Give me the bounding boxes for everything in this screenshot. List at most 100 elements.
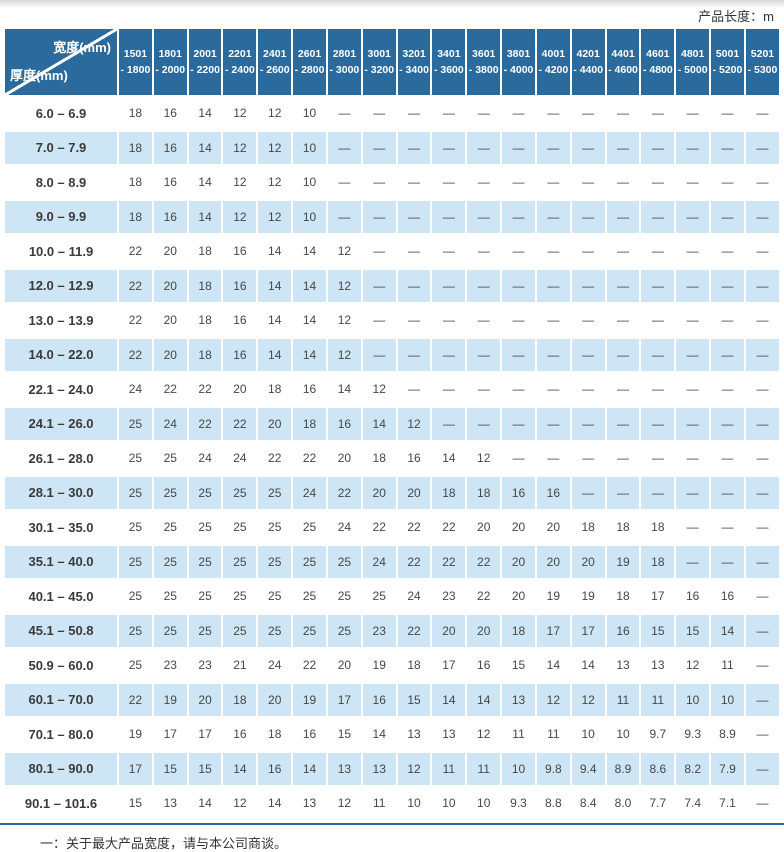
- column-header: 2401- 2600: [258, 29, 292, 95]
- table-cell: —: [467, 269, 501, 302]
- table-cell: 18: [502, 614, 535, 647]
- table-cell: —: [571, 304, 605, 337]
- footnote: 一：关于最大产品宽度，请与本公司商谈。: [40, 835, 288, 851]
- table-cell: 15: [188, 752, 222, 785]
- table-cell: 10: [467, 787, 501, 820]
- table-cell: 22: [119, 269, 152, 302]
- table-cell: 16: [293, 373, 326, 406]
- table-cell: 14: [188, 131, 222, 164]
- table-cell: 11: [606, 683, 640, 716]
- table-cell: 18: [641, 545, 675, 578]
- table-cell: 14: [258, 235, 292, 268]
- table-cell: —: [676, 338, 710, 371]
- table-cell: 25: [188, 545, 222, 578]
- table-cell: 18: [606, 580, 640, 613]
- table-cell: —: [397, 304, 431, 337]
- table-header: 宽度(mm) 厚度(mm) 1501- 1800 1801- 2000 2001- …: [5, 29, 779, 95]
- table-cell: 11: [362, 787, 396, 820]
- row-label: 80.1 – 90.0: [5, 752, 117, 785]
- table-cell: —: [676, 476, 710, 509]
- table-row: 10.0 – 11.9 22 20 18 16 14 14 12— — — — — — — — — — — —: [5, 235, 779, 268]
- table-cell: —: [676, 166, 710, 199]
- table-cell: —: [536, 338, 570, 371]
- table-cell: 17: [571, 614, 605, 647]
- table-cell: 22: [119, 683, 152, 716]
- table-cell: 24: [153, 407, 187, 440]
- table-cell: 7.1: [711, 787, 744, 820]
- table-cell: —: [467, 131, 501, 164]
- table-cell: —: [711, 442, 744, 475]
- table-cell: —: [362, 97, 396, 130]
- table-cell: 14: [188, 97, 222, 130]
- table-cell: 12: [223, 787, 257, 820]
- table-cell: 14: [293, 304, 326, 337]
- table-cell: —: [606, 304, 640, 337]
- table-cell: 19: [571, 580, 605, 613]
- table-cell: 21: [223, 649, 257, 682]
- table-cell: 20: [258, 407, 292, 440]
- table-cell: 22: [188, 373, 222, 406]
- row-label: 35.1 – 40.0: [5, 545, 117, 578]
- table-cell: 14: [293, 235, 326, 268]
- table-cell: 13: [641, 649, 675, 682]
- table-cell: 20: [467, 614, 501, 647]
- table-row: 22.1 – 24.0 24 22 22 20 18 16 14 12— — — — — — — — — — —: [5, 373, 779, 406]
- table-row: 14.0 – 22.0 22 20 18 16 14 14 12— — — — — — — — — — — —: [5, 338, 779, 371]
- column-header: 3201- 3400: [397, 29, 431, 95]
- table-cell: —: [502, 442, 535, 475]
- table-cell: 18: [119, 97, 152, 130]
- table-cell: 16: [397, 442, 431, 475]
- table-cell: 20: [571, 545, 605, 578]
- column-header: 3001- 3200: [362, 29, 396, 95]
- table-cell: —: [745, 752, 779, 785]
- table-cell: —: [711, 511, 744, 544]
- table-cell: 13: [606, 649, 640, 682]
- row-label: 10.0 – 11.9: [5, 235, 117, 268]
- table-cell: 12: [223, 97, 257, 130]
- table-cell: 16: [293, 718, 326, 751]
- table-cell: 8.0: [606, 787, 640, 820]
- table-cell: —: [502, 235, 535, 268]
- table-cell: 12: [397, 407, 431, 440]
- table-cell: 25: [327, 580, 361, 613]
- table-row: 35.1 – 40.0 25 25 25 25 25 25 25 24 22 22 22 20 20 20 1…: [5, 545, 779, 578]
- table-cell: —: [641, 235, 675, 268]
- table-cell: —: [606, 269, 640, 302]
- row-label: 6.0 – 6.9: [5, 97, 117, 130]
- table-cell: 22: [397, 614, 431, 647]
- table-row: 8.0 – 8.9 18 16 14 12 12 10— — — — — — — — — — — — —: [5, 166, 779, 199]
- table-cell: —: [571, 338, 605, 371]
- column-header: 3601- 3800: [467, 29, 501, 95]
- column-header: 1501- 1800: [119, 29, 152, 95]
- table-cell: 13: [327, 752, 361, 785]
- column-header: 5001- 5200: [711, 29, 744, 95]
- table-cell: 19: [293, 683, 326, 716]
- table-cell: —: [571, 269, 605, 302]
- table-cell: 16: [536, 476, 570, 509]
- table-cell: 18: [188, 338, 222, 371]
- table-cell: 12: [327, 269, 361, 302]
- row-label: 9.0 – 9.9: [5, 200, 117, 233]
- table-cell: 25: [188, 476, 222, 509]
- table-row: 80.1 – 90.0 17 15 15 14 16 14 13 13 12 11 11 10 9.8 9.…: [5, 752, 779, 785]
- table-cell: 25: [223, 476, 257, 509]
- row-label: 24.1 – 26.0: [5, 407, 117, 440]
- table-cell: 13: [502, 683, 535, 716]
- column-header: 2001- 2200: [188, 29, 222, 95]
- table-cell: 12: [258, 97, 292, 130]
- table-cell: 25: [119, 580, 152, 613]
- table-cell: 12: [327, 304, 361, 337]
- table-cell: —: [362, 200, 396, 233]
- table-cell: —: [536, 407, 570, 440]
- table-cell: 23: [153, 649, 187, 682]
- table-cell: 25: [153, 511, 187, 544]
- top-shadow: [0, 0, 784, 8]
- table-cell: —: [606, 442, 640, 475]
- table-cell: 14: [223, 752, 257, 785]
- table-cell: 16: [153, 131, 187, 164]
- table-cell: 25: [223, 511, 257, 544]
- row-label: 22.1 – 24.0: [5, 373, 117, 406]
- row-label: 26.1 – 28.0: [5, 442, 117, 475]
- table-cell: 16: [327, 407, 361, 440]
- table-cell: 20: [153, 304, 187, 337]
